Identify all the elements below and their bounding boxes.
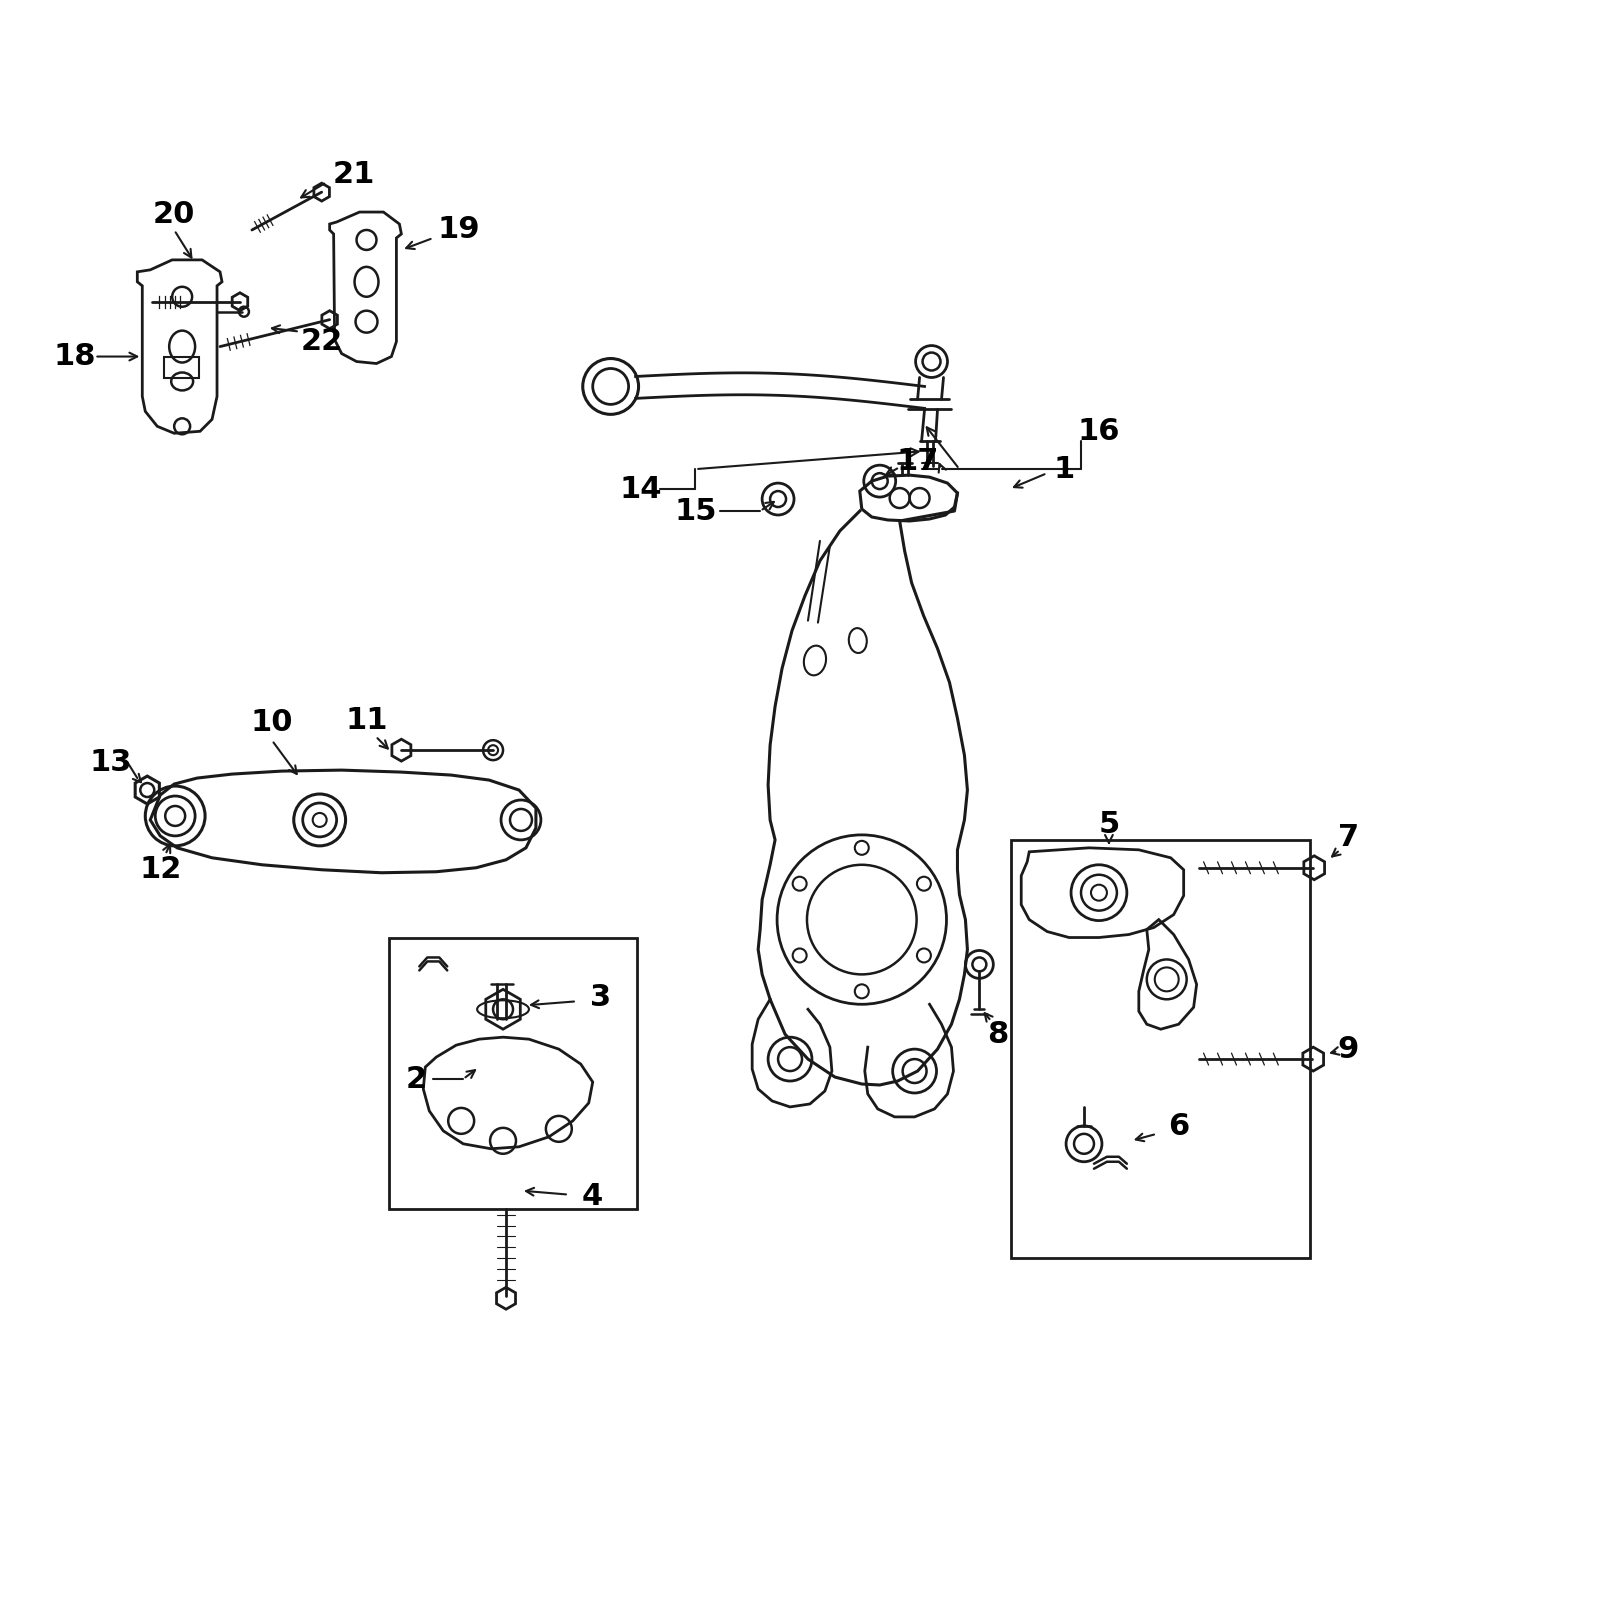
Text: 14: 14: [619, 475, 662, 504]
Text: 20: 20: [154, 200, 195, 229]
Text: 17: 17: [896, 446, 939, 475]
Text: 5: 5: [1098, 811, 1120, 840]
Bar: [389, 938, 637, 1208]
Text: 22: 22: [301, 326, 342, 357]
Text: 6: 6: [1168, 1112, 1189, 1141]
Text: 11: 11: [346, 706, 387, 734]
Text: 19: 19: [438, 216, 480, 245]
Text: 1: 1: [1053, 454, 1075, 483]
Text: 4: 4: [582, 1182, 603, 1211]
Text: 3: 3: [590, 982, 611, 1011]
Bar: [1011, 840, 1310, 1259]
Text: 16: 16: [1078, 416, 1120, 446]
Text: 15: 15: [674, 496, 717, 525]
Text: 21: 21: [333, 160, 374, 189]
Text: 10: 10: [251, 707, 293, 736]
Text: 7: 7: [1338, 824, 1358, 853]
Text: 9: 9: [1338, 1035, 1358, 1064]
Text: 12: 12: [139, 856, 181, 885]
Text: 18: 18: [53, 342, 96, 371]
Bar: [165, 357, 198, 379]
Text: 2: 2: [406, 1064, 427, 1093]
Text: 8: 8: [987, 1019, 1008, 1048]
Text: 13: 13: [90, 747, 131, 776]
